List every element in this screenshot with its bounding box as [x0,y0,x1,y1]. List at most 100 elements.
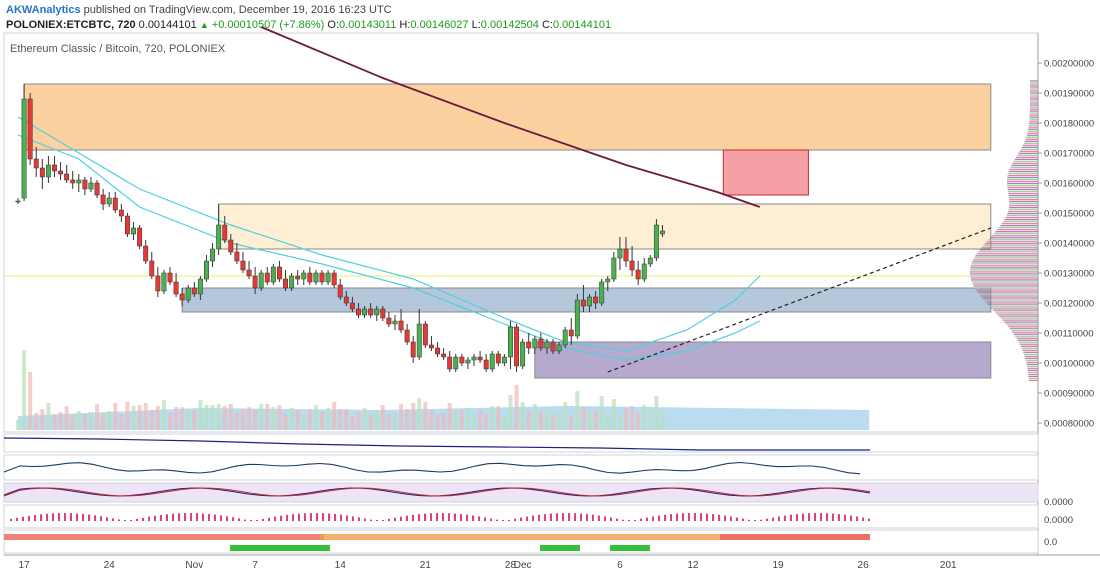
candle [228,234,234,255]
author-link[interactable]: AKWAnalytics [6,4,81,16]
candles [15,84,665,372]
histogram-dot [646,517,648,521]
volume-profile-bar [1009,168,1038,171]
volume-profile-bar [1019,150,1038,152]
histogram-dot [502,520,504,521]
candle [276,261,282,282]
chart-legend: Ethereum Classic / Bitcoin, 720, POLONIE… [10,43,226,55]
volume-profile-bar [1007,182,1038,185]
volume-profile-bar [1003,221,1038,223]
candle [453,354,459,372]
histogram-dot [382,520,384,521]
candle [520,339,526,369]
candle [641,258,647,282]
candle [660,225,665,237]
volume-profile-bar [1007,180,1038,183]
volume-profile-bar [1019,343,1038,345]
volume-bar [624,408,628,430]
moving-average-line [17,116,761,352]
candle-body [27,98,33,160]
candle [495,351,501,366]
volume-profile-bar [1029,84,1038,86]
volume-bar [34,413,39,430]
volume-profile-bar [1008,172,1038,175]
volume-bar [186,410,191,430]
histogram-dot [70,513,72,521]
candle-body [356,308,361,316]
candle-body [264,272,270,283]
volume-profile-bar [974,257,1038,259]
candle [380,306,386,321]
candle [179,288,185,306]
price-tick-label: 0.00090000 [1044,389,1094,400]
open-value: 0.00143011 [339,19,397,31]
price-tick-label: 0.00110000 [1044,329,1094,340]
volume-bar [496,406,501,430]
candle-body [33,158,39,169]
candle-body [647,257,653,265]
volume-bar [465,408,470,430]
volume-bar [405,409,410,430]
candle [593,291,599,309]
candle-body [88,182,94,190]
price-tick-label: 0.00130000 [1044,269,1094,280]
volume-profile-bar [1007,186,1038,189]
candle-body [556,344,562,352]
candle-body [246,269,252,277]
histogram-dot [442,513,444,521]
volume-profile-bar [995,311,1038,313]
volume-profile-bar [1006,323,1038,325]
histogram-dot [460,513,462,521]
volume-profile-bar [998,227,1038,229]
volume-bar [125,402,130,430]
volume-profile-bar [1029,88,1038,90]
candle [319,270,325,285]
histogram-dot [754,520,756,521]
histogram-dot [34,514,36,521]
candle-body [216,224,222,250]
candle [270,264,276,285]
zone-red [722,149,809,196]
volume-bar [447,403,452,430]
histogram-dot [466,514,468,521]
volume-bar [484,414,489,430]
histogram-dot [16,517,18,521]
candle [240,252,246,273]
histogram-dot [268,517,270,521]
candle-body [283,278,288,289]
volume-bar [350,416,355,430]
volume-profile-bar [1011,164,1038,167]
volume-profile-bar [997,229,1038,231]
candle [197,276,203,300]
volume-bar [453,410,458,430]
candle-body [70,179,76,184]
volume-profile-bar [1018,341,1038,343]
volume-bar [605,415,610,430]
candle [161,270,167,294]
candle [331,270,337,288]
volume-profile-bar [1010,329,1038,331]
volume-bar [429,410,434,430]
volume-profile-bar [1008,192,1038,195]
candle [410,336,416,363]
volume-profile-bar [1028,124,1038,126]
candle-body [538,338,544,349]
candle [653,219,659,261]
volume-profile-bar [970,271,1038,273]
zone-orange [23,83,992,151]
date-tick-label: Dec [514,560,532,571]
volume-profile-bar [1009,202,1038,205]
candle [617,237,623,270]
volume-profile-bar [1029,98,1038,100]
histogram-dot [76,513,78,521]
histogram-dot [496,519,498,521]
indicator-pane [3,454,1039,481]
candle-body [374,308,380,316]
candle [76,174,82,192]
band-segment [4,534,324,540]
candle-body [477,356,483,361]
volume-profile-bar [993,309,1038,311]
candle-body [629,260,635,271]
candle-body [398,320,404,331]
